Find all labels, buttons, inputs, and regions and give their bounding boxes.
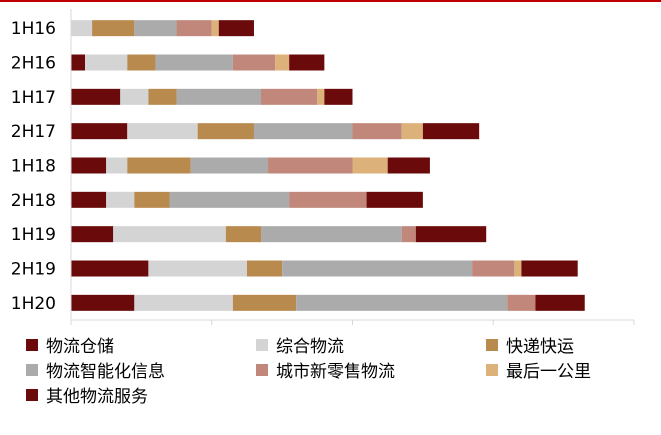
- bar-segment: [120, 88, 149, 105]
- legend-swatch: [486, 363, 498, 376]
- bar-segment: [289, 191, 367, 208]
- legend-swatch: [26, 388, 38, 401]
- category-label: 1H16: [11, 19, 56, 39]
- bar-segment: [472, 260, 515, 277]
- category-label: 1H20: [11, 294, 56, 314]
- bar-segment: [387, 157, 430, 174]
- bar-segment: [134, 294, 233, 311]
- bar-segment: [155, 54, 233, 71]
- axes-group: 1H162H161H172H171H182H181H192H191H200204…: [11, 9, 635, 325]
- bar-segment: [514, 260, 522, 277]
- legend-label: 其他物流服务: [46, 387, 148, 407]
- bar-segment: [422, 123, 480, 140]
- legend-item: 城市新零售物流: [256, 358, 486, 382]
- bar-segment: [71, 88, 121, 105]
- bar-segment: [176, 20, 212, 37]
- bar-segment: [401, 123, 423, 140]
- bar-segment: [85, 54, 128, 71]
- bar-segment: [268, 157, 353, 174]
- bar-segment: [190, 157, 269, 174]
- bar-segment: [71, 20, 93, 37]
- legend-item: 物流仓储: [26, 333, 256, 357]
- category-label: 2H16: [11, 54, 56, 74]
- bar-segment: [521, 260, 578, 277]
- bar-segment: [415, 226, 487, 243]
- bar-segment: [352, 123, 402, 140]
- legend-label: 物流仓储: [46, 337, 114, 357]
- legend-swatch: [26, 363, 38, 376]
- bar-segment: [106, 157, 128, 174]
- legend-item: 其他物流服务: [26, 383, 256, 407]
- bar-segment: [232, 294, 297, 311]
- bar-segment: [148, 88, 177, 105]
- stacked-bar-chart: 1H162H161H172H171H182H181H192H191H200204…: [0, 0, 661, 325]
- bar-segment: [275, 54, 290, 71]
- legend-item: 最后一公里: [486, 358, 656, 382]
- bar-segment: [197, 123, 254, 140]
- bar-segment: [148, 260, 247, 277]
- bar-segment: [225, 226, 262, 243]
- bar-segment: [71, 123, 128, 140]
- category-label: 2H19: [11, 260, 56, 280]
- bar-segment: [246, 260, 283, 277]
- bar-segment: [324, 88, 353, 105]
- bar-segment: [253, 123, 353, 140]
- legend-item: 物流智能化信息: [26, 358, 256, 382]
- category-label: 1H19: [11, 225, 56, 245]
- legend-label: 综合物流: [276, 337, 344, 357]
- legend-item: 综合物流: [256, 333, 486, 357]
- bar-segment: [507, 294, 536, 311]
- legend-item: 快递快运: [486, 333, 656, 357]
- bar-segment: [127, 157, 191, 174]
- bar-segment: [106, 191, 135, 208]
- bar-segment: [71, 260, 149, 277]
- bar-segment: [261, 226, 402, 243]
- bar-segment: [169, 191, 290, 208]
- legend-label: 快递快运: [506, 337, 574, 357]
- category-label: 2H17: [11, 122, 56, 142]
- bar-segment: [261, 88, 318, 105]
- legend-swatch: [256, 363, 268, 376]
- bar-segment: [71, 191, 107, 208]
- category-label: 1H17: [11, 88, 56, 108]
- category-label: 2H18: [11, 191, 56, 211]
- bar-segment: [113, 226, 226, 243]
- bar-segment: [352, 157, 388, 174]
- legend: 物流仓储 综合物流 快递快运物流智能化信息 城市新零售物流 最后一公里其他物流服务: [26, 333, 658, 407]
- bar-segment: [176, 88, 262, 105]
- bar-segment: [282, 260, 473, 277]
- legend-label: 城市新零售物流: [276, 362, 395, 382]
- bar-segment: [366, 191, 423, 208]
- bar-segment: [296, 294, 508, 311]
- bar-segment: [71, 294, 135, 311]
- bar-segment: [218, 20, 254, 37]
- legend-swatch: [256, 338, 268, 351]
- bar-segment: [401, 226, 416, 243]
- legend-swatch: [486, 338, 498, 351]
- bar-segment: [71, 54, 86, 71]
- category-label: 1H18: [11, 157, 56, 177]
- legend-swatch: [26, 338, 38, 351]
- bar-segment: [134, 20, 177, 37]
- bar-segment: [535, 294, 585, 311]
- bar-segment: [317, 88, 325, 105]
- bar-segment: [127, 123, 198, 140]
- bars-group: [71, 20, 585, 311]
- bar-segment: [232, 54, 276, 71]
- bar-segment: [127, 54, 156, 71]
- bar-segment: [71, 157, 107, 174]
- bar-segment: [211, 20, 219, 37]
- legend-label: 最后一公里: [506, 362, 591, 382]
- bar-segment: [134, 191, 170, 208]
- legend-label: 物流智能化信息: [46, 362, 165, 382]
- bar-segment: [71, 226, 114, 243]
- bar-segment: [92, 20, 135, 37]
- bar-segment: [289, 54, 325, 71]
